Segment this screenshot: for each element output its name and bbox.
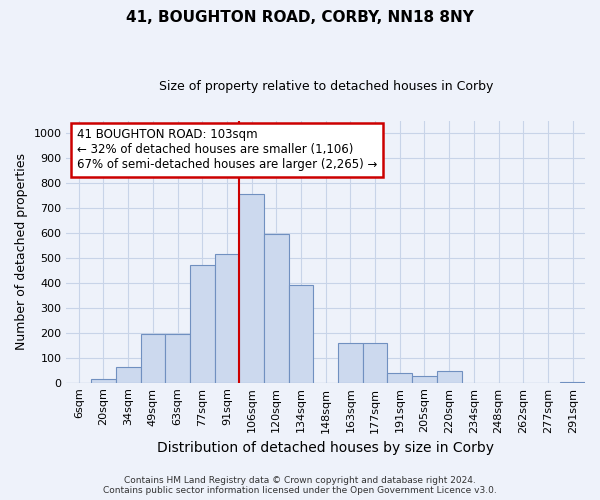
Title: Size of property relative to detached houses in Corby: Size of property relative to detached ho… bbox=[158, 80, 493, 93]
Bar bbox=[338, 343, 363, 382]
Bar bbox=[363, 343, 388, 382]
Text: 41, BOUGHTON ROAD, CORBY, NN18 8NY: 41, BOUGHTON ROAD, CORBY, NN18 8NY bbox=[126, 10, 474, 25]
Bar bbox=[264, 234, 289, 382]
X-axis label: Distribution of detached houses by size in Corby: Distribution of detached houses by size … bbox=[157, 441, 494, 455]
Bar bbox=[165, 334, 190, 382]
Bar bbox=[289, 286, 313, 382]
Text: 41 BOUGHTON ROAD: 103sqm
← 32% of detached houses are smaller (1,106)
67% of sem: 41 BOUGHTON ROAD: 103sqm ← 32% of detach… bbox=[77, 128, 377, 172]
Y-axis label: Number of detached properties: Number of detached properties bbox=[15, 153, 28, 350]
Bar bbox=[388, 372, 412, 382]
Text: Contains HM Land Registry data © Crown copyright and database right 2024.
Contai: Contains HM Land Registry data © Crown c… bbox=[103, 476, 497, 495]
Bar bbox=[140, 334, 165, 382]
Bar bbox=[412, 376, 437, 382]
Bar bbox=[215, 254, 239, 382]
Bar bbox=[239, 194, 264, 382]
Bar bbox=[190, 265, 215, 382]
Bar bbox=[437, 372, 461, 382]
Bar bbox=[91, 380, 116, 382]
Bar bbox=[116, 367, 140, 382]
